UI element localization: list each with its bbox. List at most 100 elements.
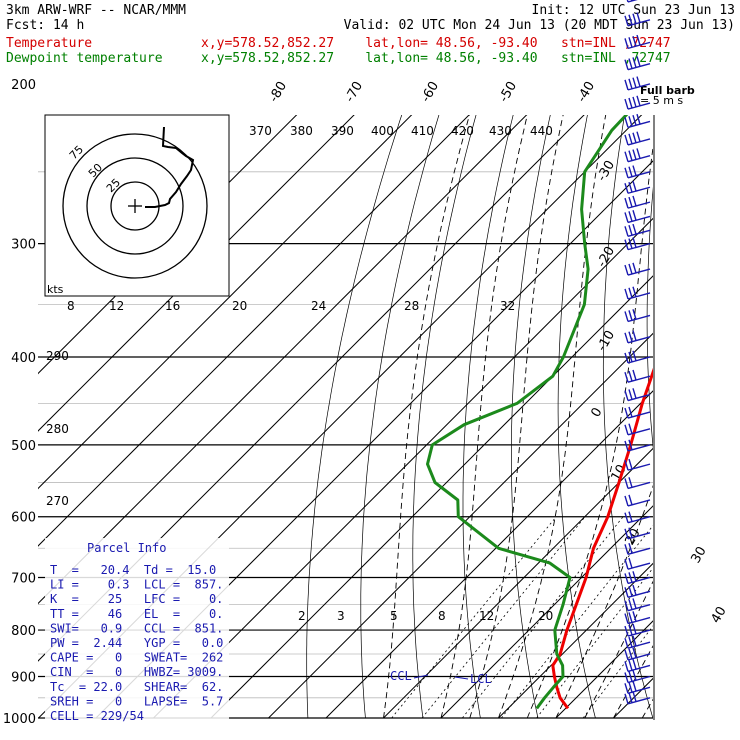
- parcel-info-line: SREH = 0 LAPSE= 5.7: [50, 694, 223, 708]
- dry-adiabat: [412, 115, 477, 719]
- isotherm: [210, 275, 653, 719]
- theta-label: 370: [249, 124, 272, 138]
- mixing-ratio-label-lower: 5: [390, 609, 398, 623]
- wind-barb: [624, 611, 651, 625]
- mixing-ratio-label: 28: [404, 299, 419, 313]
- wind-barb: [624, 350, 651, 364]
- isotherm-label: 40: [708, 604, 729, 626]
- theta-label-left: 280: [46, 422, 69, 436]
- theta-label: 430: [489, 124, 512, 138]
- mixing-ratio-label-lower: 8: [438, 609, 446, 623]
- mixing-ratio-label: 32: [500, 299, 515, 313]
- moist-adiabat: [555, 484, 653, 719]
- parcel-info-line: PW = 2.44 YGP = 0.0: [50, 636, 223, 650]
- wind-barb: [624, 635, 651, 649]
- wind-barb: [624, 330, 651, 344]
- dry-adiabat: [360, 115, 440, 719]
- wind-barb: [624, 223, 651, 237]
- hodograph-trace: [145, 126, 195, 208]
- wind-barb: [624, 670, 651, 684]
- wind-barb: [624, 494, 651, 507]
- pressure-tick-label: 300: [11, 238, 36, 253]
- mixing-ratio-line: [391, 516, 557, 719]
- wind-barb: [624, 113, 651, 129]
- pressure-tick-label: 1000: [3, 712, 36, 727]
- mixing-ratio-label-lower: 12: [479, 609, 494, 623]
- wind-barb: [624, 286, 651, 300]
- parcel-info-line: CELL = 229/54: [50, 709, 144, 723]
- parcel-info-line: SWI= 0.9 CCL = 851.: [50, 621, 223, 635]
- dry-adiabat: [557, 115, 596, 719]
- hodograph: 75 50 25 kts: [44, 114, 230, 297]
- wind-barb: [624, 12, 651, 27]
- hodo-ring-50: [86, 157, 184, 255]
- wind-barb: [624, 511, 651, 524]
- moist-adiabat: [641, 698, 653, 719]
- moist-adiabat: [498, 115, 607, 719]
- wind-barb: [624, 76, 651, 91]
- moist-adiabat: [526, 144, 653, 719]
- theta-label: 400: [371, 124, 394, 138]
- wind-barb: [624, 584, 651, 598]
- ccl-label: CCL: [390, 669, 412, 683]
- wind-barb: [624, 542, 651, 555]
- pressure-tick-label: 400: [11, 351, 36, 366]
- wind-barb: [624, 195, 651, 209]
- hodo-ring-75: [62, 133, 208, 279]
- isotherm-label: -40: [574, 79, 598, 105]
- wind-barb: [624, 34, 651, 50]
- isotherm: [671, 0, 740, 718]
- wind-barb: [624, 237, 651, 251]
- isotherm-label: -30: [594, 158, 618, 184]
- moist-adiabat: [613, 645, 653, 719]
- wind-barb: [624, 369, 651, 383]
- parcel-info: Parcel Info T = 20.4 Td = 15.0LI = 0.3 L…: [45, 538, 229, 723]
- isotherm: [498, 562, 653, 719]
- dry-adiabat: [731, 0, 740, 718]
- wind-barb: [624, 571, 651, 585]
- theta-label-left: 290: [46, 349, 69, 363]
- mixing-ratio-line: [421, 516, 586, 719]
- wind-barb: [624, 180, 651, 194]
- lcl-label: LCL: [470, 672, 492, 686]
- isotherm: [268, 332, 653, 719]
- theta-label: 440: [530, 124, 553, 138]
- wind-barb: [624, 658, 651, 673]
- theta-label: 390: [331, 124, 354, 138]
- wind-barb: [624, 406, 651, 419]
- dewpoint-legend-info: x,y=578.52,852.27 lat,lon= 48.56, -93.40…: [201, 51, 671, 66]
- isotherm: [95, 160, 653, 719]
- full-barb-units: = 5 m s: [640, 94, 683, 107]
- parcel-title: Parcel Info: [87, 541, 166, 555]
- wind-barb: [624, 210, 651, 224]
- dry-adiabat: [602, 115, 653, 719]
- mixing-ratio-label-lower: 20: [538, 609, 553, 623]
- sounding-traces: [426, 115, 653, 710]
- theta-label-left: 270: [46, 494, 69, 508]
- wind-barb: [624, 131, 651, 146]
- isotherm-label: -80: [266, 79, 290, 105]
- isotherm: [383, 447, 653, 719]
- parcel-info-line: CIN = 0 HWBZ= 3009.: [50, 665, 223, 679]
- wind-barb: [624, 388, 651, 402]
- init-time: Init: 12 UTC Sun 23 Jun 13: [532, 3, 736, 18]
- wind-barb: [624, 477, 651, 490]
- mixing-ratio-line: [536, 567, 653, 719]
- annotations: CCL LCL: [390, 669, 492, 686]
- isotherm: [440, 505, 653, 719]
- parcel-info-line: TT = 46 EL = 0.: [50, 607, 223, 621]
- wind-barb: [624, 691, 651, 705]
- wind-barb: [624, 262, 651, 276]
- theta-label: 420: [451, 124, 474, 138]
- isotherm-label: -10: [594, 328, 618, 354]
- theta-label: 380: [290, 124, 313, 138]
- pressure-tick-label: 600: [11, 511, 36, 526]
- mixing-ratio-label: 16: [165, 299, 180, 313]
- mixing-ratio-label-lower: 3: [337, 609, 345, 623]
- hodo-units: kts: [47, 283, 64, 296]
- wind-barb: [624, 95, 651, 110]
- isotherm: [38, 115, 470, 547]
- temperature-line: [551, 367, 653, 710]
- moist-adiabat: [440, 115, 528, 719]
